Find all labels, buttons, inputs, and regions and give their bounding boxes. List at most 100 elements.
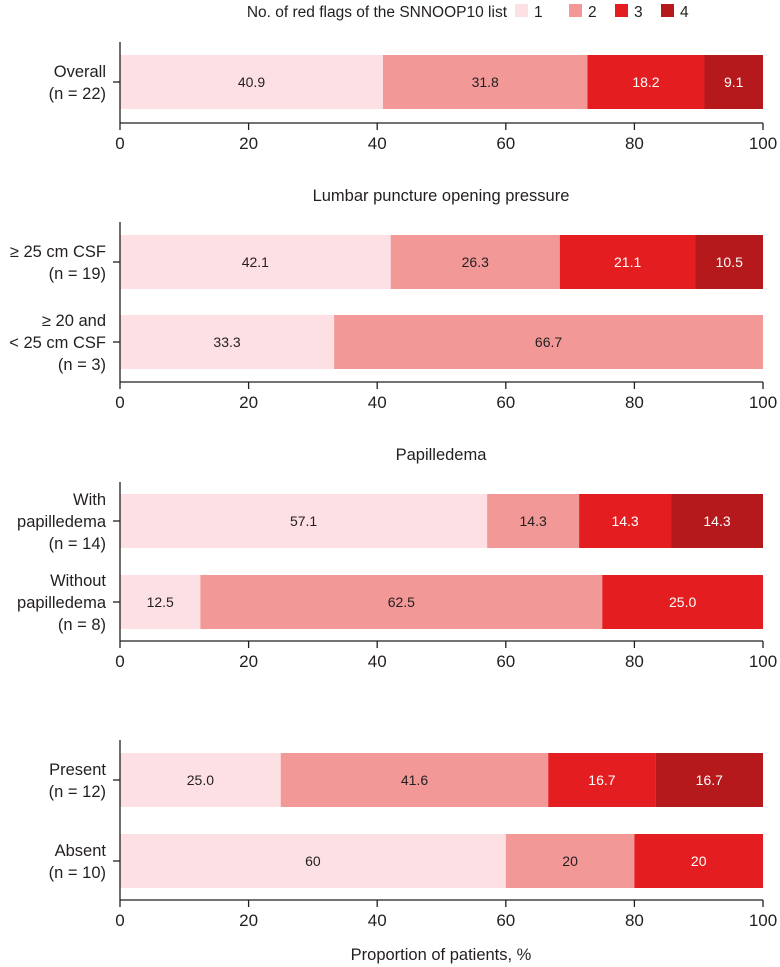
category-label: Absent xyxy=(55,842,107,860)
panel-1: 40.9 31.8 18.2 9.1 Overall (n = 22) 0 20 40 60 80 1… xyxy=(49,42,777,153)
bar-segment-1 xyxy=(120,494,488,548)
x-tick-label: 40 xyxy=(368,134,387,153)
data-label: 42.1 xyxy=(242,254,269,270)
legend-label-2: 2 xyxy=(588,4,597,21)
x-tick-label: 60 xyxy=(496,134,515,153)
x-tick-label: 20 xyxy=(239,911,258,930)
panel-title: Lumbar puncture opening pressure xyxy=(313,187,570,205)
x-tick-label: 80 xyxy=(625,652,644,671)
bar-segment-4 xyxy=(704,55,763,109)
bar-segment-1 xyxy=(120,834,506,888)
bar-segment-3 xyxy=(587,55,705,109)
data-label: 10.5 xyxy=(716,254,743,270)
bar-segment-3 xyxy=(634,834,763,888)
data-label: 14.3 xyxy=(611,513,638,529)
legend-swatch-1 xyxy=(515,4,528,17)
data-label: 12.5 xyxy=(147,594,174,610)
legend-swatch-4 xyxy=(661,4,674,17)
bar-segment-2 xyxy=(200,575,603,629)
x-tick-label: 0 xyxy=(115,911,124,930)
data-label: 14.3 xyxy=(703,513,730,529)
x-tick-label: 80 xyxy=(625,393,644,412)
bar-segment-1 xyxy=(120,235,391,289)
category-label: papilledema xyxy=(17,594,107,612)
x-tick-label: 20 xyxy=(239,652,258,671)
bar-segment-3 xyxy=(579,494,672,548)
bar-segment-4 xyxy=(655,753,763,807)
bar-segment-1 xyxy=(120,753,281,807)
bar-segment-2 xyxy=(487,494,580,548)
x-tick-label: 100 xyxy=(749,393,777,412)
data-label: 26.3 xyxy=(462,254,489,270)
x-tick-label: 100 xyxy=(749,652,777,671)
legend-swatch-2 xyxy=(569,4,582,17)
bar-segment-2 xyxy=(505,834,635,888)
data-label: 62.5 xyxy=(388,594,415,610)
category-label: ≥ 25 cm CSF xyxy=(10,243,106,261)
category-label: (n = 19) xyxy=(49,265,106,283)
category-label: (n = 3) xyxy=(58,356,106,374)
category-label: Present xyxy=(49,761,106,779)
data-label: 66.7 xyxy=(535,334,562,350)
bar-segment-4 xyxy=(695,235,763,289)
legend-title: No. of red flags of the SNNOOP10 list xyxy=(247,4,508,21)
bar-segment-3 xyxy=(548,753,656,807)
data-label: 25.0 xyxy=(187,772,214,788)
panel-4: Neuroimaging sign25.041.616.716.7Present… xyxy=(49,740,777,930)
bar-segment-4 xyxy=(671,494,763,548)
data-label: 14.3 xyxy=(520,513,547,529)
data-label: 25.0 xyxy=(669,594,696,610)
category-label: < 25 cm CSF xyxy=(9,334,106,352)
x-tick-label: 100 xyxy=(749,134,777,153)
x-tick-label: 0 xyxy=(115,393,124,412)
bar-segment-2 xyxy=(334,315,763,369)
data-label: 16.7 xyxy=(696,772,723,788)
chart-panels: 40.9 31.8 18.2 9.1 Overall (n = 22) 0 20 40 60 80 1… xyxy=(9,42,777,930)
x-tick-label: 0 xyxy=(115,134,124,153)
panel-3: Papilledema 57.1 14.3 14.3 14.3 With papillede… xyxy=(17,446,777,671)
data-label: 31.8 xyxy=(472,74,499,90)
data-label: 20 xyxy=(562,853,578,869)
category-label: Without xyxy=(50,572,106,590)
category-label: (n = 22) xyxy=(49,85,106,103)
bar-segment-1 xyxy=(120,55,383,109)
x-tick-label: 40 xyxy=(368,911,387,930)
bar-segment-3 xyxy=(559,235,696,289)
category-label: ≥ 20 and xyxy=(42,312,106,330)
bar-segment-2 xyxy=(382,55,588,109)
data-label: 9.1 xyxy=(724,74,744,90)
x-tick-label: 60 xyxy=(496,393,515,412)
x-tick-label: 60 xyxy=(496,911,515,930)
category-label: (n = 8) xyxy=(58,616,106,634)
legend-label-3: 3 xyxy=(634,4,643,21)
data-label: 41.6 xyxy=(401,772,428,788)
bar-segment-1 xyxy=(120,575,201,629)
legend-label-1: 1 xyxy=(534,4,543,21)
category-label: (n = 12) xyxy=(49,783,106,801)
data-label: 40.9 xyxy=(238,74,265,90)
panel-2: Lumbar puncture opening pressure 42.1 26.3… xyxy=(9,187,777,412)
data-label: 20 xyxy=(691,853,707,869)
legend-swatch-3 xyxy=(615,4,628,17)
x-tick-label: 0 xyxy=(115,652,124,671)
x-axis-label: Proportion of patients, % xyxy=(351,946,532,964)
legend: No. of red flags of the SNNOOP10 list 1 2… xyxy=(247,4,689,21)
x-tick-label: 60 xyxy=(496,652,515,671)
data-label: 21.1 xyxy=(614,254,641,270)
data-label: 33.3 xyxy=(213,334,240,350)
category-label: (n = 10) xyxy=(49,864,106,882)
category-label: Overall xyxy=(54,63,106,81)
x-tick-label: 20 xyxy=(239,393,258,412)
x-tick-label: 80 xyxy=(625,134,644,153)
bar-segment-2 xyxy=(390,235,560,289)
bar-segment-2 xyxy=(280,753,549,807)
bar-segment-3 xyxy=(602,575,763,629)
data-label: 18.2 xyxy=(632,74,659,90)
data-label: 57.1 xyxy=(290,513,317,529)
x-tick-label: 40 xyxy=(368,393,387,412)
legend-label-4: 4 xyxy=(680,4,689,21)
category-label: (n = 14) xyxy=(49,535,106,553)
x-tick-label: 20 xyxy=(239,134,258,153)
data-label: 60 xyxy=(305,853,321,869)
